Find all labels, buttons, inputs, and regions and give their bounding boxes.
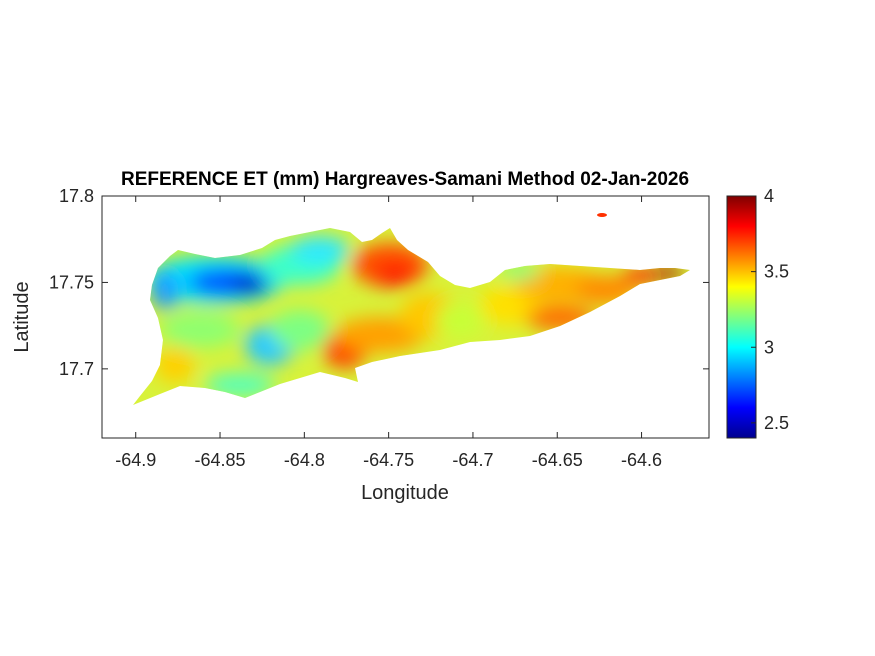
x-tick-label: -64.9: [115, 450, 156, 470]
colorbar-tick-label: 2.5: [764, 413, 789, 433]
colorbar-ticks: 4 3.5 3 2.5: [751, 186, 789, 433]
x-tick-label: -64.7: [452, 450, 493, 470]
x-tick-label: -64.85: [195, 450, 246, 470]
x-tick-label: -64.65: [532, 450, 583, 470]
x-axis: -64.9 -64.85 -64.8 -64.75 -64.7 -64.65 -64.6: [115, 196, 662, 470]
y-tick-label: 17.8: [59, 186, 94, 206]
x-axis-label: Longitude: [361, 482, 449, 504]
y-tick-label: 17.7: [59, 359, 94, 379]
x-tick-label: -64.6: [621, 450, 662, 470]
colorbar-tick-label: 3: [764, 337, 774, 357]
y-axis-label: Latitude: [11, 281, 33, 352]
colorbar-tick-label: 4: [764, 186, 774, 206]
colorbar: [726, 195, 757, 439]
x-tick-label: -64.8: [284, 450, 325, 470]
islet-marker: [597, 213, 607, 217]
colorbar-tick-label: 3.5: [764, 262, 789, 282]
chart-title: REFERENCE ET (mm) Hargreaves-Samani Meth…: [121, 169, 689, 190]
y-tick-label: 17.75: [49, 272, 94, 292]
x-tick-label: -64.75: [363, 450, 414, 470]
y-axis: 17.8 17.75 17.7: [49, 186, 709, 379]
